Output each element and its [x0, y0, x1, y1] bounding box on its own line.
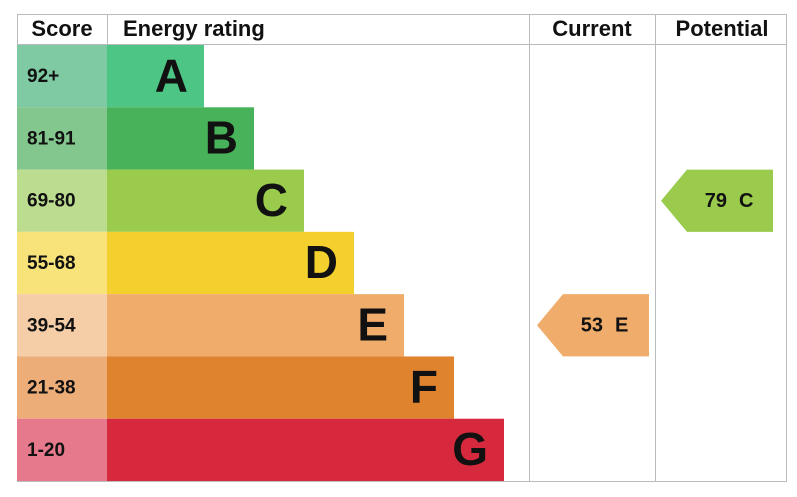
rating-bar [107, 107, 254, 170]
rating-bar [107, 356, 454, 419]
score-label: 21-38 [27, 378, 76, 399]
score-cell [17, 107, 107, 170]
rating-bar [107, 418, 504, 481]
score-label: 1-20 [27, 440, 65, 461]
header: Energy rating [123, 16, 265, 41]
score-label: 39-54 [27, 315, 76, 336]
score-label: 69-80 [27, 191, 76, 212]
rating-bar [107, 45, 204, 108]
score-label: 81-91 [27, 128, 76, 149]
score-label: 55-68 [27, 253, 76, 274]
header: Current [552, 16, 632, 41]
rating-letter: E [357, 298, 388, 350]
rating-letter: G [452, 423, 488, 475]
score-cell [17, 169, 107, 232]
rating-bar [107, 231, 354, 295]
rating-bar [107, 169, 304, 232]
rating-letter: D [305, 236, 338, 288]
score-cell [17, 294, 107, 357]
rating-bar [107, 294, 404, 357]
header: Potential [676, 16, 769, 41]
current-rating: E [615, 315, 628, 337]
current-value: 53 [581, 315, 603, 337]
potential-arrow [661, 169, 773, 232]
rating-letter: C [255, 174, 288, 226]
header: Score [31, 16, 92, 41]
rating-letter: A [155, 49, 188, 101]
current-arrow [537, 294, 649, 357]
score-cell [17, 356, 107, 419]
score-cell [17, 418, 107, 481]
score-cell [17, 45, 107, 108]
potential-rating: C [739, 190, 753, 212]
score-cell [17, 231, 107, 295]
potential-value: 79 [705, 190, 727, 212]
rating-letter: B [205, 112, 238, 164]
score-label: 92+ [27, 66, 59, 87]
rating-letter: F [410, 361, 438, 413]
